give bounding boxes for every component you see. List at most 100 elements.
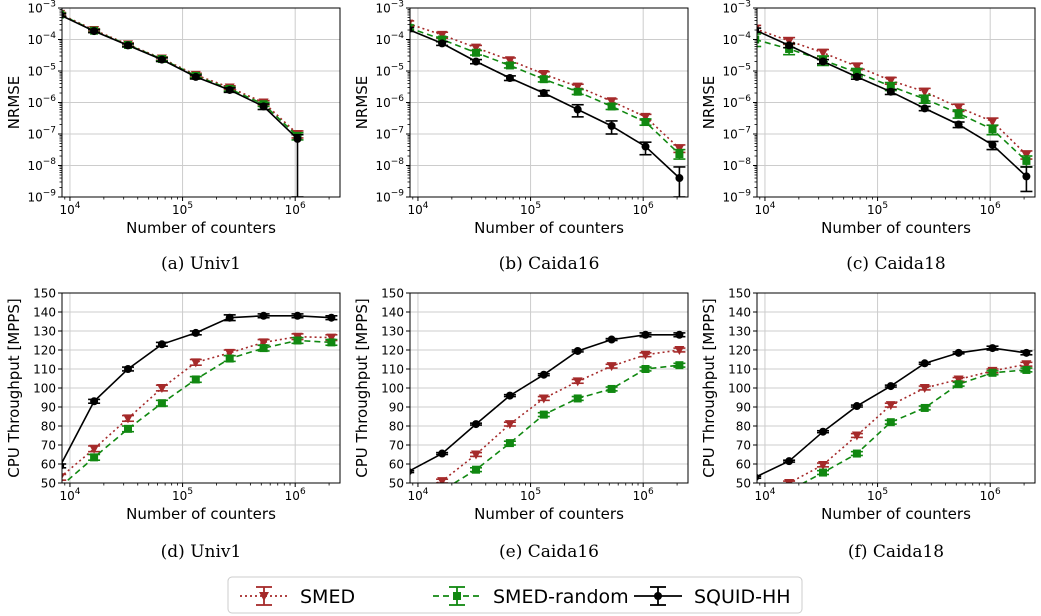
y-axis-label: CPU Throughput [MPPS] (353, 298, 371, 477)
data-point (607, 102, 616, 111)
data-point (573, 346, 582, 355)
data-point (987, 117, 998, 127)
data-point (259, 102, 268, 111)
y-tick-label-base: 70 (736, 439, 751, 453)
y-tick-label: 90 (41, 401, 56, 415)
data-point (438, 449, 447, 458)
y-tick-label-exp: −7 (391, 126, 404, 136)
chart-panel-6: 104 105 1065060708090100110120130140150Num… (700, 287, 1036, 562)
series-line-squid-hh (757, 347, 1027, 478)
y-tick-label: 80 (41, 420, 56, 434)
data-point (293, 311, 302, 320)
data-point (1022, 365, 1031, 374)
x-tick-label-exp: 5 (187, 487, 193, 497)
y-tick-label: 130 (728, 325, 751, 339)
data-point (259, 344, 268, 353)
y-tick-label-base: 110 (728, 363, 751, 377)
data-point (259, 311, 268, 320)
y-tick-label-exp: −4 (391, 31, 405, 41)
y-tick-label: 10−3 (27, 0, 56, 16)
y-tick-label-exp: −6 (43, 94, 57, 104)
y-tick-label: 10−4 (27, 31, 56, 47)
y-tick-label-base: 10 (27, 96, 42, 110)
x-tick-label-base: 10 (520, 203, 535, 217)
y-tick-label: 50 (736, 477, 751, 491)
data-point (504, 420, 515, 430)
y-tick-label: 90 (736, 401, 751, 415)
data-point (606, 362, 617, 372)
y-tick-label-base: 10 (722, 96, 737, 110)
y-tick-label-base: 10 (375, 2, 390, 16)
y-tick-label-base: 10 (722, 33, 737, 47)
data-point (1022, 172, 1031, 181)
x-tick-label-exp: 4 (770, 201, 776, 211)
chart-panel-4: 104 105 1065060708090100110120130140150Num… (5, 287, 341, 562)
y-tick-label-base: 140 (728, 306, 751, 320)
data-point (258, 338, 269, 348)
data-point (757, 473, 760, 481)
data-point (225, 85, 234, 94)
y-tick-label-exp: −8 (391, 157, 405, 167)
y-tick-label-base: 140 (381, 306, 404, 320)
x-tick-label-base: 10 (59, 203, 74, 217)
chart-panel-1: 104 105 10610−910−810−710−610−510−410−3Num… (5, 0, 341, 274)
data-point (1021, 150, 1032, 160)
data-point (470, 43, 481, 53)
x-tick-label: 106 (633, 201, 654, 217)
legend-marker (654, 592, 662, 600)
y-tick-label: 10−4 (722, 31, 751, 47)
y-tick-label-exp: −7 (738, 126, 751, 136)
y-tick-label-exp: −4 (738, 31, 752, 41)
y-tick-label: 150 (33, 287, 56, 301)
data-point (757, 24, 761, 31)
data-point (674, 346, 685, 355)
data-point (818, 427, 827, 436)
data-point (641, 365, 650, 373)
data-point (988, 344, 997, 353)
x-tick-label-base: 10 (172, 203, 187, 217)
y-tick-label-base: 110 (381, 363, 404, 377)
axes-frame (409, 7, 689, 198)
data-point (90, 27, 99, 36)
data-point (607, 384, 616, 393)
chart-panel-5: 104 105 1065060708090100110120130140150Num… (353, 287, 689, 562)
data-point (62, 11, 65, 19)
data-point (573, 87, 582, 96)
data-point (123, 424, 132, 433)
x-tick-label-base: 10 (980, 489, 995, 503)
y-tick-label-base: 150 (33, 287, 56, 301)
x-tick-label-exp: 6 (300, 201, 306, 211)
x-tick-label-base: 10 (285, 203, 300, 217)
x-tick-label-base: 10 (754, 489, 769, 503)
data-point (920, 403, 929, 412)
y-tick-label: 90 (389, 401, 404, 415)
data-point (953, 103, 964, 113)
y-tick-label: 60 (736, 458, 751, 472)
x-tick-label-base: 10 (520, 489, 535, 503)
y-tick-label-base: 130 (381, 325, 404, 339)
data-point (505, 73, 514, 82)
series-line-smed-random (801, 369, 1027, 483)
x-axis-label: Number of counters (821, 505, 971, 523)
x-axis-label: Number of counters (474, 505, 624, 523)
x-tick-label: 104 (754, 487, 775, 503)
x-tick-label-exp: 4 (75, 487, 81, 497)
y-tick-label: 10−8 (27, 157, 56, 173)
y-tick-label: 140 (33, 306, 56, 320)
data-point (471, 420, 480, 429)
x-tick-label-base: 10 (980, 203, 995, 217)
x-tick-label: 106 (285, 201, 306, 217)
y-tick-label-base: 10 (722, 128, 737, 142)
y-tick-label-exp: −6 (391, 94, 405, 104)
series-line-squid-hh (410, 29, 680, 179)
y-tick-label-exp: −5 (43, 63, 56, 73)
data-point (572, 377, 583, 387)
data-point (191, 328, 200, 337)
data-point (1021, 360, 1032, 370)
x-tick-label-exp: 5 (187, 201, 193, 211)
y-tick-label: 10−6 (375, 94, 404, 110)
panel-caption: (c) Caida18 (846, 254, 945, 274)
legend-label: SMED-random (493, 586, 629, 608)
x-tick-label: 105 (520, 201, 541, 217)
data-point (920, 104, 929, 113)
